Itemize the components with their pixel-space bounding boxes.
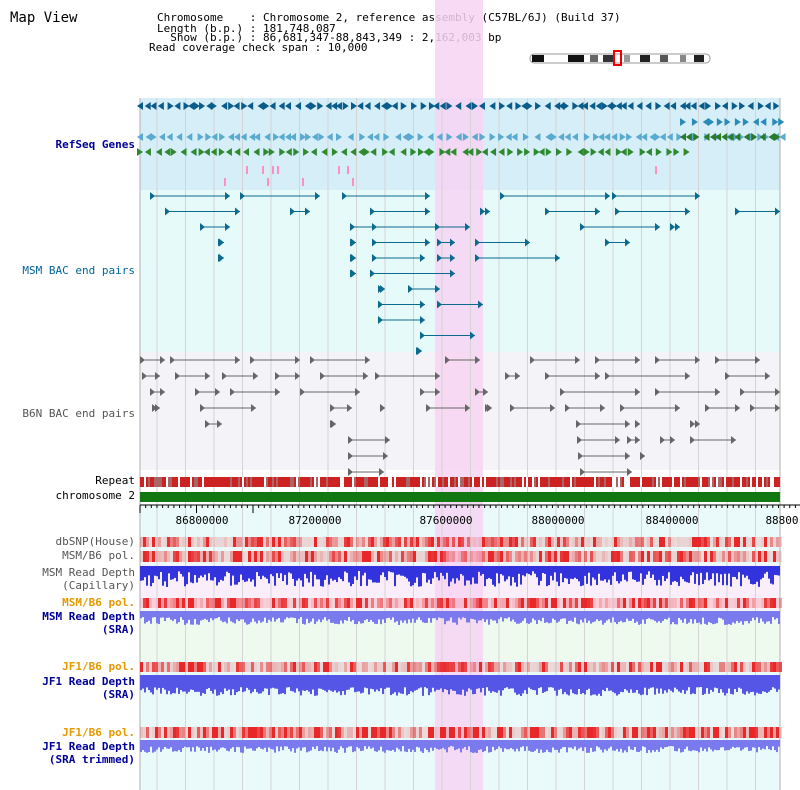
axis-tick-label: 88000000 bbox=[531, 514, 585, 527]
refseq-minor-feature bbox=[272, 166, 274, 174]
axis-tick-label: 87600000 bbox=[419, 514, 473, 527]
ideogram-band bbox=[660, 55, 668, 62]
track-label-jf1-b6-pol-2: JF1/B6 pol. bbox=[62, 726, 135, 739]
refseq-minor-feature bbox=[352, 178, 354, 186]
refseq-minor-feature bbox=[224, 178, 226, 186]
ideogram-band bbox=[680, 55, 686, 62]
axis-ticks bbox=[139, 505, 796, 513]
msm-b6-pol-heat-1 bbox=[140, 551, 782, 562]
track-label-repeat: Repeat bbox=[95, 474, 135, 487]
msm-b6-pol-heat-2 bbox=[140, 598, 782, 608]
ideogram-band bbox=[532, 55, 544, 62]
dbsnp-heat bbox=[140, 537, 782, 547]
refseq-minor-feature bbox=[267, 178, 269, 186]
refseq-minor-feature bbox=[262, 166, 264, 174]
grid-lines bbox=[156, 98, 756, 790]
track-label-jf1-b6-pol-1: JF1/B6 pol. bbox=[62, 660, 135, 673]
info-length: Length (b.p.) : 181,748,087 bbox=[157, 22, 336, 35]
ideogram-band bbox=[590, 55, 598, 62]
ideogram-position-marker bbox=[613, 50, 622, 66]
ideogram-band bbox=[568, 55, 584, 62]
track-label-msm-b6-pol-2: MSM/B6 pol. bbox=[62, 596, 135, 609]
ideogram-band bbox=[603, 55, 613, 62]
axis-tick-label: 88400000 bbox=[645, 514, 699, 527]
track-label-jf1-depth-sra: JF1 Read Depth bbox=[42, 675, 135, 688]
track-label-msm-depth-capillary: MSM Read Depth bbox=[42, 566, 135, 579]
chromosome-bar bbox=[140, 492, 780, 502]
b6n-bac-pairs bbox=[140, 356, 780, 476]
jf1-b6-pol-heat-1 bbox=[140, 662, 782, 672]
repeat-track bbox=[140, 477, 780, 487]
ideogram-band bbox=[694, 55, 704, 62]
msm-depth-capillary-bars bbox=[140, 566, 780, 587]
axis-tick-label: 87200000 bbox=[288, 514, 342, 527]
track-label-b6n-bac[interactable]: B6N BAC end pairs bbox=[22, 407, 135, 420]
refseq-minor-feature bbox=[246, 166, 248, 174]
track-label-jf1-depth-sra-sub: (SRA) bbox=[101, 688, 135, 701]
refseq-minor-feature bbox=[302, 178, 304, 186]
track-label-msm-depth-capillary-sub: (Capillary) bbox=[62, 579, 135, 592]
msm-depth-sra-bars bbox=[140, 611, 780, 625]
refseq-row-1 bbox=[137, 102, 780, 110]
refseq-row-2 bbox=[680, 118, 785, 126]
refseq-minor-feature bbox=[655, 166, 657, 174]
track-label-jf1-depth-trim-sub: (SRA trimmed) bbox=[48, 753, 135, 766]
jf1-b6-pol-heat-2 bbox=[140, 727, 782, 738]
track-label-dbsnp: dbSNP(House) bbox=[55, 535, 135, 548]
refseq-row-4 bbox=[137, 148, 690, 156]
track-label-msm-bac[interactable]: MSM BAC end pairs bbox=[22, 264, 135, 277]
refseq-minor-feature bbox=[338, 166, 340, 174]
track-label-jf1-depth-trim: JF1 Read Depth bbox=[42, 740, 135, 753]
track-label-msm-depth-sra-sub: (SRA) bbox=[101, 623, 135, 636]
ideogram-band bbox=[640, 55, 650, 62]
track-label-refseq-genes[interactable]: RefSeq Genes bbox=[55, 138, 135, 151]
msm-bac-pairs bbox=[150, 192, 780, 355]
jf1-depth-trim-bars bbox=[140, 740, 780, 753]
jf1-depth-sra-bars bbox=[140, 675, 780, 696]
refseq-minor-feature bbox=[347, 166, 349, 174]
info-coverage-span: Read coverage check span : 10,000 bbox=[149, 41, 368, 54]
axis-tick-label: 88800 bbox=[765, 514, 799, 527]
refseq-row-3 bbox=[137, 133, 786, 141]
track-label-msm-depth-sra: MSM Read Depth bbox=[42, 610, 135, 623]
axis-tick-label: 86800000 bbox=[175, 514, 229, 527]
page-title: Map View bbox=[10, 10, 78, 26]
refseq-row-3b bbox=[680, 133, 781, 141]
track-label-chromosome: chromosome 2 bbox=[55, 489, 135, 502]
refseq-minor-feature bbox=[277, 166, 279, 174]
ideogram-band bbox=[624, 55, 630, 62]
track-label-msm-b6-pol-1: MSM/B6 pol. bbox=[62, 549, 135, 562]
